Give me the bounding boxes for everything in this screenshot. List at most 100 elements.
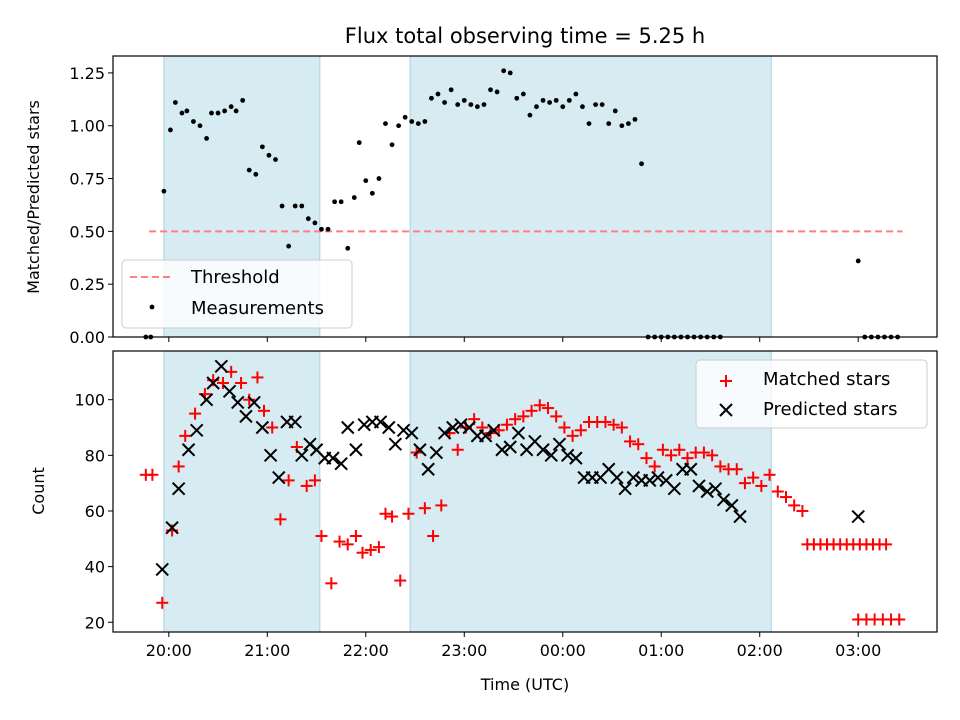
matched-star-point: [697, 446, 710, 459]
predicted-star-point: [618, 482, 632, 496]
predicted-star-point: [357, 418, 371, 432]
predicted-star-point: [421, 462, 435, 476]
measurement-point: [855, 258, 861, 264]
predicted-star-point: [326, 451, 340, 465]
matched-star-point: [189, 407, 202, 420]
matched-star-point: [364, 543, 377, 556]
predicted-star-point: [373, 415, 388, 429]
measurement-point: [228, 104, 234, 110]
matched-star-point: [550, 410, 563, 423]
matched-star-point: [738, 477, 751, 490]
measurement-point: [273, 157, 278, 162]
measurement-point: [351, 195, 357, 200]
measurement-point: [429, 95, 434, 101]
measurement-point: [286, 243, 292, 249]
top-panel: 0.00 0.25 0.50 0.75 1.00 1.25 Matched/Predict…: [24, 55, 938, 347]
predicted-star-point: [503, 440, 517, 454]
top-legend: Threshold Measurements: [121, 259, 353, 329]
y-tick-label: 1.00: [69, 117, 105, 136]
predicted-star-point: [478, 429, 493, 443]
top-x-ticks: [168, 337, 859, 342]
predicted-star-point: [708, 482, 723, 496]
predicted-star-points: [155, 359, 865, 577]
matched-star-point: [624, 435, 637, 448]
measurement-point: [376, 176, 382, 181]
measurement-point: [626, 121, 631, 127]
matched-star-point: [258, 404, 271, 417]
observing-window-band: [163, 351, 320, 632]
predicted-star-point: [288, 415, 302, 429]
predicted-star-point: [255, 420, 270, 435]
measurement-point: [593, 102, 598, 107]
matched-star-point: [880, 538, 893, 551]
matched-star-point: [558, 421, 571, 434]
y-tick-label: 40: [85, 558, 105, 577]
measurement-point: [197, 123, 203, 129]
predicted-star-point: [552, 437, 567, 451]
predicted-star-point: [190, 423, 204, 437]
matched-star-point: [779, 491, 792, 504]
measurement-point: [455, 102, 461, 107]
measurement-point: [325, 226, 331, 232]
matched-star-point: [541, 402, 554, 415]
x-tick-label: 03:00: [835, 641, 881, 660]
predicted-star-point: [295, 448, 309, 463]
predicted-star-point: [725, 498, 739, 513]
predicted-star-point: [388, 437, 403, 451]
measurement-point: [481, 102, 487, 107]
y-tick-label: 0.25: [69, 275, 105, 294]
matched-star-point: [146, 468, 159, 481]
measurement-point: [240, 97, 246, 103]
bottom-legend: Matched stars Predicted stars: [695, 359, 928, 429]
predicted-legend-swatch: [719, 403, 733, 417]
legend-matched-label: Matched stars: [763, 369, 890, 390]
matched-star-point: [607, 418, 620, 431]
measurement-point: [514, 95, 520, 101]
measurement-point: [319, 226, 324, 232]
matched-star-point: [574, 424, 587, 437]
legend-threshold-label: Threshold: [190, 267, 280, 288]
measurements-legend-swatch: [149, 304, 155, 310]
measurement-point: [345, 245, 351, 251]
measurement-point: [540, 97, 546, 103]
matched-star-point: [706, 449, 719, 462]
top-y-axis-label: Matched/Predicted stars: [24, 100, 43, 294]
bottom-axes-frame: [112, 350, 938, 633]
predicted-star-point: [495, 443, 509, 457]
predicted-star-point: [405, 426, 419, 440]
measurement-point: [356, 140, 362, 146]
predicted-star-point: [382, 420, 396, 435]
measurement-point: [619, 123, 625, 129]
measurement-point: [474, 104, 480, 110]
predicted-star-point: [536, 443, 550, 457]
matched-star-point: [179, 429, 192, 442]
matched-star-point: [763, 468, 776, 481]
measurement-point: [494, 89, 500, 95]
bottom-x-ticks: 20:00 21:00 22:00 23:00 00:00 01:00 02:00 03:00: [146, 632, 881, 660]
predicted-star-point: [651, 470, 665, 485]
matched-star-point: [755, 479, 768, 492]
matched-star-point: [665, 449, 678, 462]
x-tick-label: 20:00: [146, 641, 192, 660]
matched-star-point: [156, 596, 169, 609]
measurement-point: [179, 110, 185, 116]
predicted-star-point: [165, 520, 179, 535]
matched-star-point: [356, 546, 369, 559]
predicted-star-point: [231, 395, 245, 410]
predicted-star-point: [560, 448, 575, 463]
predicted-star-point: [341, 420, 355, 435]
matched-star-point: [427, 530, 440, 543]
x-tick-label: 02:00: [737, 641, 783, 660]
matched-star-point: [266, 421, 279, 434]
predicted-star-point: [487, 423, 501, 437]
measurement-point: [409, 119, 415, 124]
predicted-star-point: [667, 482, 682, 496]
matched-star-point: [372, 541, 385, 554]
measurement-point: [547, 100, 553, 105]
legend-measurements-label: Measurements: [191, 298, 324, 319]
predicted-star-point: [851, 509, 865, 524]
y-tick-label: 1.25: [69, 64, 105, 83]
matched-star-point: [615, 421, 628, 434]
matched-star-point: [714, 460, 727, 473]
